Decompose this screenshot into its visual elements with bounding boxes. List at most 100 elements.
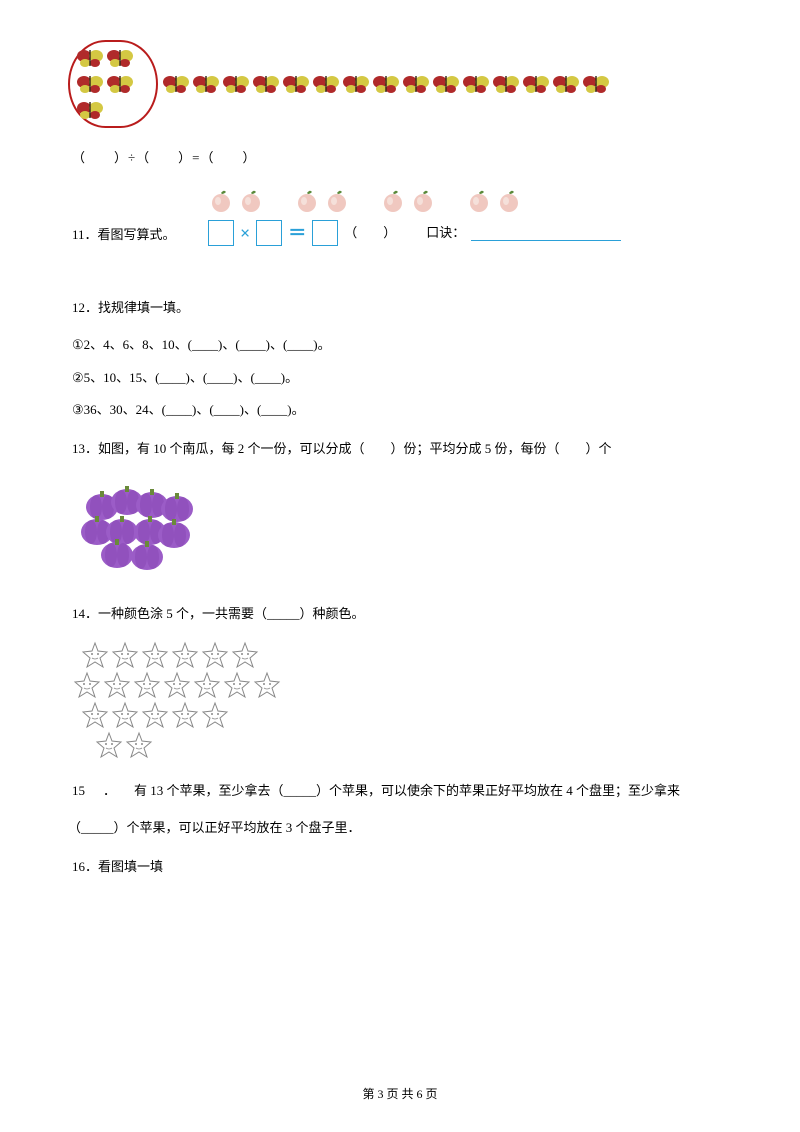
butterfly-icon (76, 46, 104, 70)
q-text: 一种颜色涂 5 个，一共需要（_____）种颜色。 (98, 606, 365, 621)
loose-butterflies (162, 72, 610, 96)
mnemonic-label: 口诀： (426, 223, 465, 244)
butterfly-icon (342, 72, 370, 96)
circled-butterfly-group (68, 40, 158, 128)
star-icon (102, 671, 132, 701)
q12-line-2: ②5、10、15、(____)、(____)、(____)。 (72, 368, 732, 389)
butterfly-icon (76, 72, 104, 96)
star-figure (72, 641, 732, 761)
star-row (80, 701, 732, 731)
peach-icon (380, 187, 406, 213)
star-icon (230, 641, 260, 671)
pumpkin-figure (72, 477, 212, 582)
q-number: 13． (72, 441, 98, 456)
peach-pair (466, 187, 522, 213)
peach-icon (238, 187, 264, 213)
q-number: 12． (72, 300, 98, 315)
q-number: 11． (72, 227, 98, 242)
butterfly-icon (162, 72, 190, 96)
peach-icon (294, 187, 320, 213)
question-16: 16．看图填一填 (72, 853, 732, 880)
butterfly-icon (522, 72, 550, 96)
butterfly-icon (252, 72, 280, 96)
star-row (94, 731, 732, 761)
q-text: 看图写算式。 (98, 227, 176, 242)
peach-icon (410, 187, 436, 213)
page-footer: 第 3 页 共 6 页 (0, 1085, 800, 1104)
butterfly-icon (192, 72, 220, 96)
question-12: 12．找规律填一填。 (72, 294, 732, 321)
peach-icon (324, 187, 350, 213)
peach-pair (208, 187, 264, 213)
question-14: 14．一种颜色涂 5 个，一共需要（_____）种颜色。 (72, 600, 732, 627)
butterfly-icon (552, 72, 580, 96)
star-icon (132, 671, 162, 701)
butterfly-icon (372, 72, 400, 96)
star-icon (72, 671, 102, 701)
question-11: 11．看图写算式。 (72, 225, 176, 246)
butterfly-icon (312, 72, 340, 96)
input-box (256, 220, 282, 246)
butterfly-icon (582, 72, 610, 96)
butterfly-icon (432, 72, 460, 96)
mult-sign: × (240, 219, 250, 248)
butterfly-icon (492, 72, 520, 96)
butterfly-icon (462, 72, 490, 96)
peach-pair (294, 187, 350, 213)
star-icon (110, 701, 140, 731)
star-icon (170, 641, 200, 671)
peach-icon (466, 187, 492, 213)
butterfly-icon (282, 72, 310, 96)
star-row (72, 671, 732, 701)
pumpkin-icon (106, 516, 138, 545)
peach-figure (208, 187, 732, 213)
input-box (208, 220, 234, 246)
star-icon (110, 641, 140, 671)
butterfly-icon (106, 46, 134, 70)
q-number: 14． (72, 606, 98, 621)
star-icon (80, 641, 110, 671)
paren-blank: （ ） (344, 223, 396, 244)
star-icon (140, 641, 170, 671)
star-icon (94, 731, 124, 761)
peach-icon (208, 187, 234, 213)
star-icon (124, 731, 154, 761)
star-icon (162, 671, 192, 701)
butterfly-icon (402, 72, 430, 96)
butterfly-icon (106, 72, 134, 96)
star-icon (252, 671, 282, 701)
q15-line-b: （_____）个苹果，可以正好平均放在 3 个盘子里． (68, 818, 732, 839)
star-row (80, 641, 732, 671)
q12-line-3: ③36、30、24、(____)、(____)、(____)。 (72, 400, 732, 421)
question-13: 13．如图，有 10 个南瓜，每 2 个一份，可以分成（ ）份；平均分成 5 份… (72, 435, 732, 462)
q-number: 15 (72, 783, 85, 798)
q12-line-1: ①2、4、6、8、10、(____)、(____)、(____)。 (72, 335, 732, 356)
q-text: 看图填一填 (98, 859, 163, 874)
star-icon (170, 701, 200, 731)
equals-sign: ＝ (288, 219, 306, 248)
pumpkin-icon (158, 519, 190, 548)
star-icon (222, 671, 252, 701)
butterfly-figure (68, 40, 732, 128)
star-icon (200, 701, 230, 731)
question-15: 15 ． 有 13 个苹果，至少拿去（_____）个苹果，可以使余下的苹果正好平均放… (72, 777, 732, 804)
star-icon (80, 701, 110, 731)
pumpkin-icon (131, 541, 163, 570)
star-icon (140, 701, 170, 731)
input-box (312, 220, 338, 246)
pumpkin-icon (161, 493, 193, 522)
star-icon (192, 671, 222, 701)
multiplication-formula: × ＝ （ ） 口诀： (208, 219, 732, 248)
division-equation: （ ）÷（ ）=（ ） (72, 148, 732, 169)
q-number: 16． (72, 859, 98, 874)
q-text: 找规律填一填。 (98, 300, 189, 315)
peach-pair (380, 187, 436, 213)
butterfly-icon (222, 72, 250, 96)
mnemonic-blank-line (471, 225, 621, 241)
butterfly-icon (76, 98, 104, 122)
star-icon (200, 641, 230, 671)
q-dot: ． (103, 783, 116, 798)
q-text: 如图，有 10 个南瓜，每 2 个一份，可以分成（ ）份；平均分成 5 份，每份… (98, 441, 612, 456)
peach-icon (496, 187, 522, 213)
q-text-a: 有 13 个苹果，至少拿去（_____）个苹果，可以使余下的苹果正好平均放在 4… (134, 783, 680, 798)
